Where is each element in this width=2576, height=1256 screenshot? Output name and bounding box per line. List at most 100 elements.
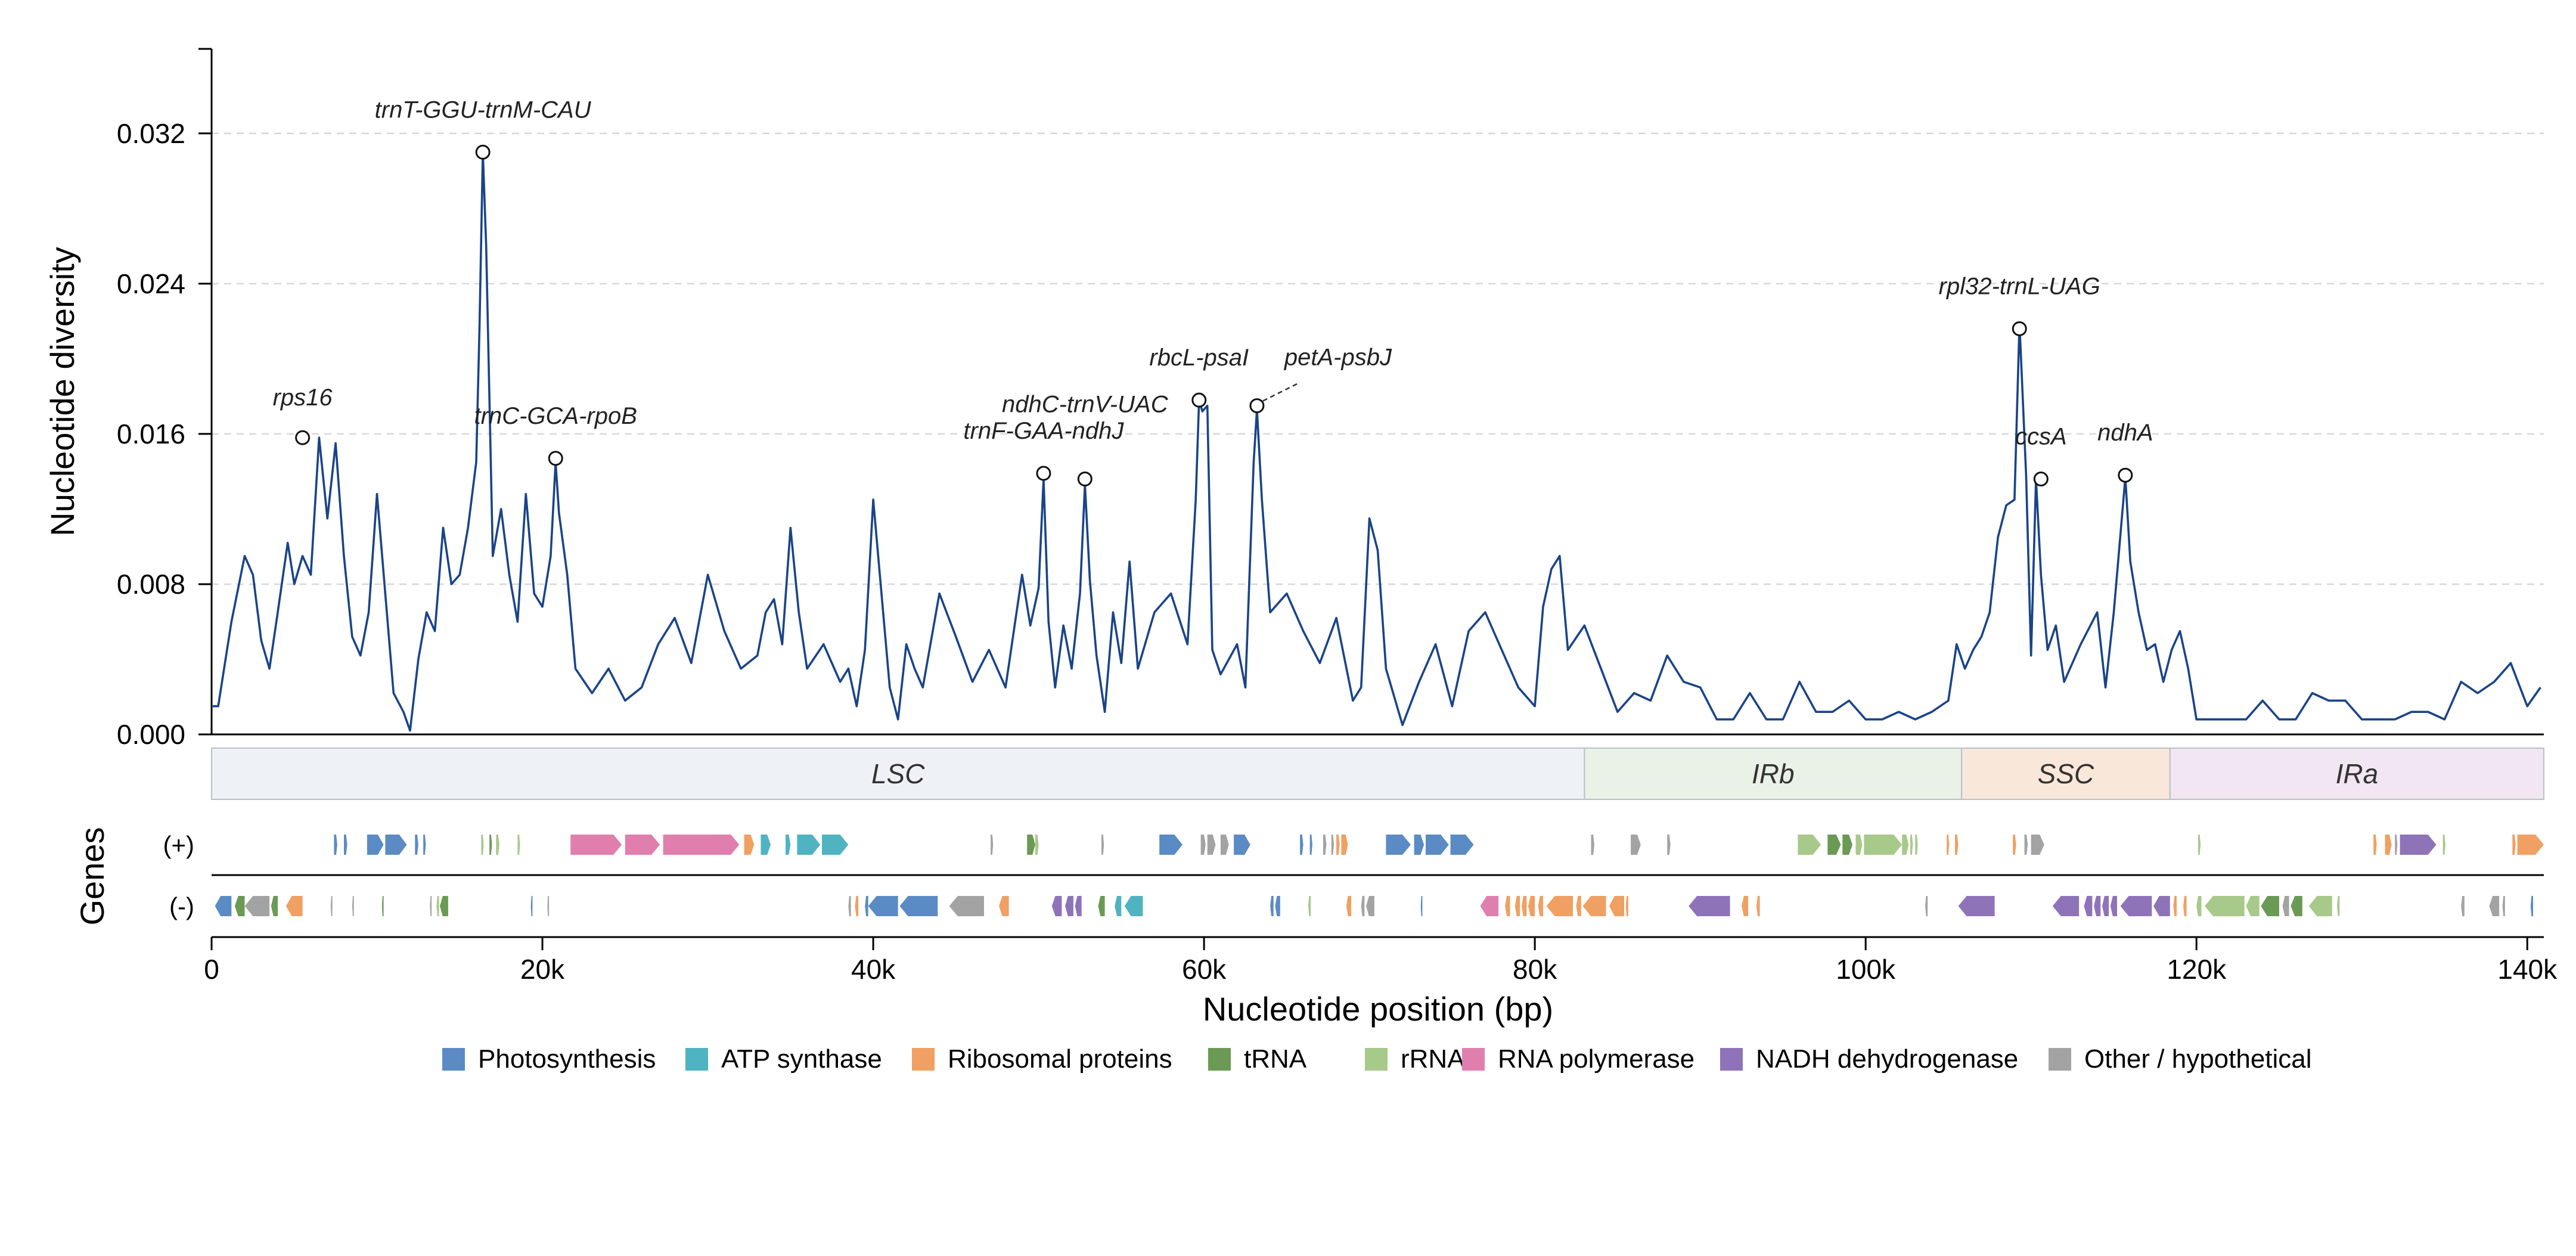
y-tick-label: 0.032	[117, 118, 185, 149]
peak-label: trnF-GAA-ndhJ	[963, 418, 1124, 444]
gene-minus-strand	[244, 896, 270, 916]
y-tick-label: 0.016	[117, 418, 185, 449]
diversity-line	[212, 151, 2541, 732]
legend-label: ATP synthase	[721, 1044, 882, 1074]
gene-minus-strand	[1625, 896, 1628, 916]
gene-minus-strand	[949, 896, 984, 916]
gene-minus-strand	[2094, 896, 2101, 916]
gene-plus-strand	[2198, 835, 2201, 855]
gene-minus-strand	[2110, 896, 2117, 916]
region-block	[2169, 748, 2544, 800]
gene-plus-strand	[344, 835, 347, 855]
gene-track: Genes (+) (-)	[73, 827, 2544, 938]
peak-marker	[2118, 467, 2133, 483]
gene-minus-strand	[2489, 896, 2500, 916]
x-tick-label: 120k	[2167, 954, 2227, 985]
gene-plus-strand	[1035, 835, 1039, 855]
gene-plus-strand	[415, 835, 418, 855]
gene-minus-strand	[436, 896, 439, 916]
gene-plus-strand	[1955, 835, 1959, 855]
gene-minus-strand	[999, 896, 1009, 916]
gene-plus-strand	[2512, 835, 2516, 855]
gene-plus-strand	[1947, 835, 1950, 855]
gene-minus-strand	[381, 896, 384, 916]
gene-minus-strand	[285, 896, 303, 916]
gene-minus-strand	[1756, 896, 1760, 916]
x-tick-label: 60k	[1182, 954, 1227, 985]
legend-label: NADH dehydrogenase	[1756, 1044, 2018, 1074]
gene-minus-strand	[1528, 896, 1535, 916]
gene-plus-strand	[570, 835, 622, 855]
gene-plus-strand	[517, 835, 520, 855]
gene-plus-strand	[2442, 835, 2445, 855]
peak-marker	[475, 144, 491, 160]
gene-minus-strand	[2502, 896, 2505, 916]
region-block	[211, 748, 1585, 800]
peak-marker	[2033, 472, 2049, 487]
gene-plus-strand	[1386, 835, 1411, 855]
peak-label: ndhC-trnV-UAC	[1002, 392, 1169, 418]
legend-swatch	[2049, 1048, 2071, 1071]
gene-plus-strand	[1798, 835, 1821, 855]
legend: Photosynthesis ATP synthase Ribosomal prot…	[442, 1044, 2312, 1074]
x-tick-label: 40k	[851, 954, 896, 985]
gene-minus-strand	[1308, 896, 1311, 916]
gene-plus-strand	[1864, 835, 1902, 855]
x-tick-label: 100k	[1836, 954, 1896, 985]
gene-plus-strand	[1902, 835, 1909, 855]
gene-plus-strand	[2517, 835, 2544, 855]
gene-minus-strand	[1361, 896, 1365, 916]
gene-plus-strand	[2031, 835, 2044, 855]
gene-plus-strand	[1855, 835, 1863, 855]
gene-minus-strand	[1582, 896, 1606, 916]
gene-minus-strand	[2291, 896, 2302, 916]
region-label: IRb	[1752, 758, 1795, 789]
gene-minus-strand	[865, 896, 868, 916]
gene-minus-strand	[2461, 896, 2465, 916]
gene-plus-strand	[1309, 835, 1312, 855]
gene-minus-strand	[1514, 896, 1520, 916]
peak-annotations: rps16 trnT-GGU-trnM-CAU trnC-GCA-rpoB trnF-…	[273, 97, 2153, 487]
legend-label: rRNA	[1401, 1044, 1465, 1074]
peak-label: rbcL-psaI	[1149, 345, 1249, 371]
gene-plus-strand	[761, 835, 771, 855]
x-tick-label: 20k	[520, 954, 565, 985]
x-tick-label: 80k	[1513, 954, 1557, 985]
gene-plus-strand	[1323, 835, 1327, 855]
gene-plus-strand	[489, 835, 492, 855]
gene-plus-strand	[797, 835, 821, 855]
peak-label: trnC-GCA-rpoB	[474, 403, 637, 429]
legend-label: Photosynthesis	[478, 1044, 656, 1074]
gene-minus-strand	[271, 896, 278, 916]
legend-label: Other / hypothetical	[2084, 1044, 2312, 1074]
gene-plus-strand	[1910, 835, 1913, 855]
gene-plus-strand	[1101, 835, 1104, 855]
peak-label: trnT-GGU-trnM-CAU	[375, 97, 592, 123]
gene-plus-strand	[1200, 835, 1206, 855]
gene-minus-strand	[2120, 896, 2152, 916]
gene-minus-strand	[2530, 896, 2533, 916]
gene-minus-strand	[1925, 896, 1928, 916]
gene-minus-strand	[2261, 896, 2279, 916]
gene-minus-strand	[1098, 896, 1105, 916]
gridlines	[212, 132, 2544, 585]
gene-minus-strand	[1505, 896, 1510, 916]
gene-minus-strand	[1538, 896, 1543, 916]
gene-minus-strand	[234, 896, 245, 916]
strand-label-minus: (-)	[169, 892, 194, 920]
axes: Nucleotide diversity Nucleotide position…	[44, 48, 2558, 1028]
gene-minus-strand	[1346, 896, 1352, 916]
gene-plus-strand	[1631, 835, 1641, 855]
gene-minus-strand	[352, 896, 354, 916]
gene-minus-strand	[215, 896, 232, 916]
gene-plus-strand	[1300, 835, 1303, 855]
legend-label: Ribosomal proteins	[948, 1044, 1172, 1074]
y-tick-label: 0.000	[117, 719, 185, 750]
legend-swatch	[442, 1048, 465, 1071]
gene-minus-strand	[1576, 896, 1581, 916]
gene-plus-strand	[1426, 835, 1449, 855]
gene-minus-strand	[2205, 896, 2245, 916]
peak-label: petA-psbJ	[1284, 345, 1392, 371]
legend-swatch	[1462, 1048, 1485, 1071]
